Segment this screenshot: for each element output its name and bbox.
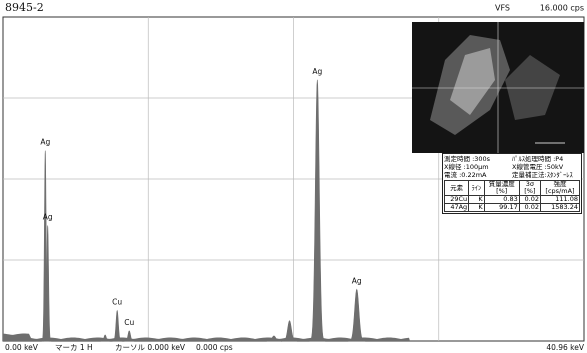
peak-label: Cu xyxy=(112,298,122,307)
peak-label: Cu xyxy=(124,318,134,327)
micrograph xyxy=(412,22,584,153)
peak-label: Ag xyxy=(352,276,362,285)
status-bar: 0.00 keV マーカ 1 H カーソル 0.000 keV 0.000 cp… xyxy=(5,343,585,352)
header-unit: [%] xyxy=(524,187,536,195)
condition: X線径 :100μm xyxy=(444,163,489,171)
peak xyxy=(348,288,366,342)
full-scale: 16.000 cps xyxy=(540,4,584,13)
header-unit: [cps/mA] xyxy=(545,187,575,195)
peak xyxy=(44,225,52,342)
result-row: 47Ag K 99.17 0.02 1583.24 xyxy=(443,203,581,212)
spectrum: Ag Ag Cu Cu Ag Ag xyxy=(3,67,410,342)
peak xyxy=(266,335,282,342)
condition: 定量補正法:ｽﾀﾝﾀﾞｰﾚｽ xyxy=(512,171,573,179)
particle xyxy=(505,55,560,120)
peak-label: Ag xyxy=(40,138,50,147)
header-name: ﾗｲﾝ xyxy=(471,183,482,192)
header-unit: [%] xyxy=(496,187,508,195)
sample-name: 8945-2 xyxy=(5,1,44,14)
peak-label: Ag xyxy=(312,67,322,76)
condition: 電流 :0.22mA xyxy=(444,171,487,179)
cursor-cps: 0.000 cps xyxy=(196,343,233,352)
result-cell: 99.17 xyxy=(483,203,520,212)
particle-highlight xyxy=(450,48,495,115)
result-cell: 1583.24 xyxy=(539,203,581,212)
column-header: ﾗｲﾝ xyxy=(468,180,485,196)
conditions: 測定時間 :300s ﾊﾟﾙｽ処理時間 :P4 X線径 :100μm X線管電圧 :5… xyxy=(444,155,580,179)
x-max: 40.96 keV xyxy=(546,343,585,352)
condition: ﾊﾟﾙｽ処理時間 :P4 xyxy=(512,155,564,163)
scale-mode: VFS xyxy=(495,4,510,13)
peak xyxy=(100,334,110,342)
results-table: 元素 ﾗｲﾝ 質量濃度 [%] 3σ [%] 強度 [cps/mA] 29Cu K 0.83 0.02… xyxy=(443,180,581,212)
column-header: 強度 [cps/mA] xyxy=(539,180,581,196)
result-row: 29Cu K 0.83 0.02 111.08 xyxy=(443,195,581,204)
x-min: 0.00 keV xyxy=(5,343,39,352)
header-name: 質量濃度 xyxy=(488,180,515,188)
header-row: 元素 ﾗｲﾝ 質量濃度 [%] 3σ [%] 強度 [cps/mA] xyxy=(443,180,581,196)
condition: X線管電圧 :50kV xyxy=(512,163,564,171)
marker: マーカ 1 H xyxy=(55,343,93,352)
column-header: 質量濃度 [%] xyxy=(483,180,520,196)
background xyxy=(3,333,410,341)
peak xyxy=(112,309,122,342)
condition: 測定時間 :300s xyxy=(444,155,491,163)
peak xyxy=(309,79,326,342)
peak xyxy=(124,330,135,342)
cursor: カーソル 0.000 keV xyxy=(115,343,186,352)
result-cell: 47Ag xyxy=(443,203,470,212)
result-cell: K xyxy=(468,203,485,212)
result-cell: 0.02 xyxy=(518,203,541,212)
column-header: 元素 xyxy=(443,180,470,196)
header-name: 元素 xyxy=(450,183,464,192)
peak-label: Ag xyxy=(43,213,53,222)
column-header: 3σ [%] xyxy=(518,180,541,196)
peak xyxy=(282,320,297,342)
measurement-info: 測定時間 :300s ﾊﾟﾙｽ処理時間 :P4 X線径 :100μm X線管電圧 :5… xyxy=(442,153,582,214)
header-name: 3σ xyxy=(525,180,535,188)
header-name: 強度 xyxy=(553,180,567,188)
